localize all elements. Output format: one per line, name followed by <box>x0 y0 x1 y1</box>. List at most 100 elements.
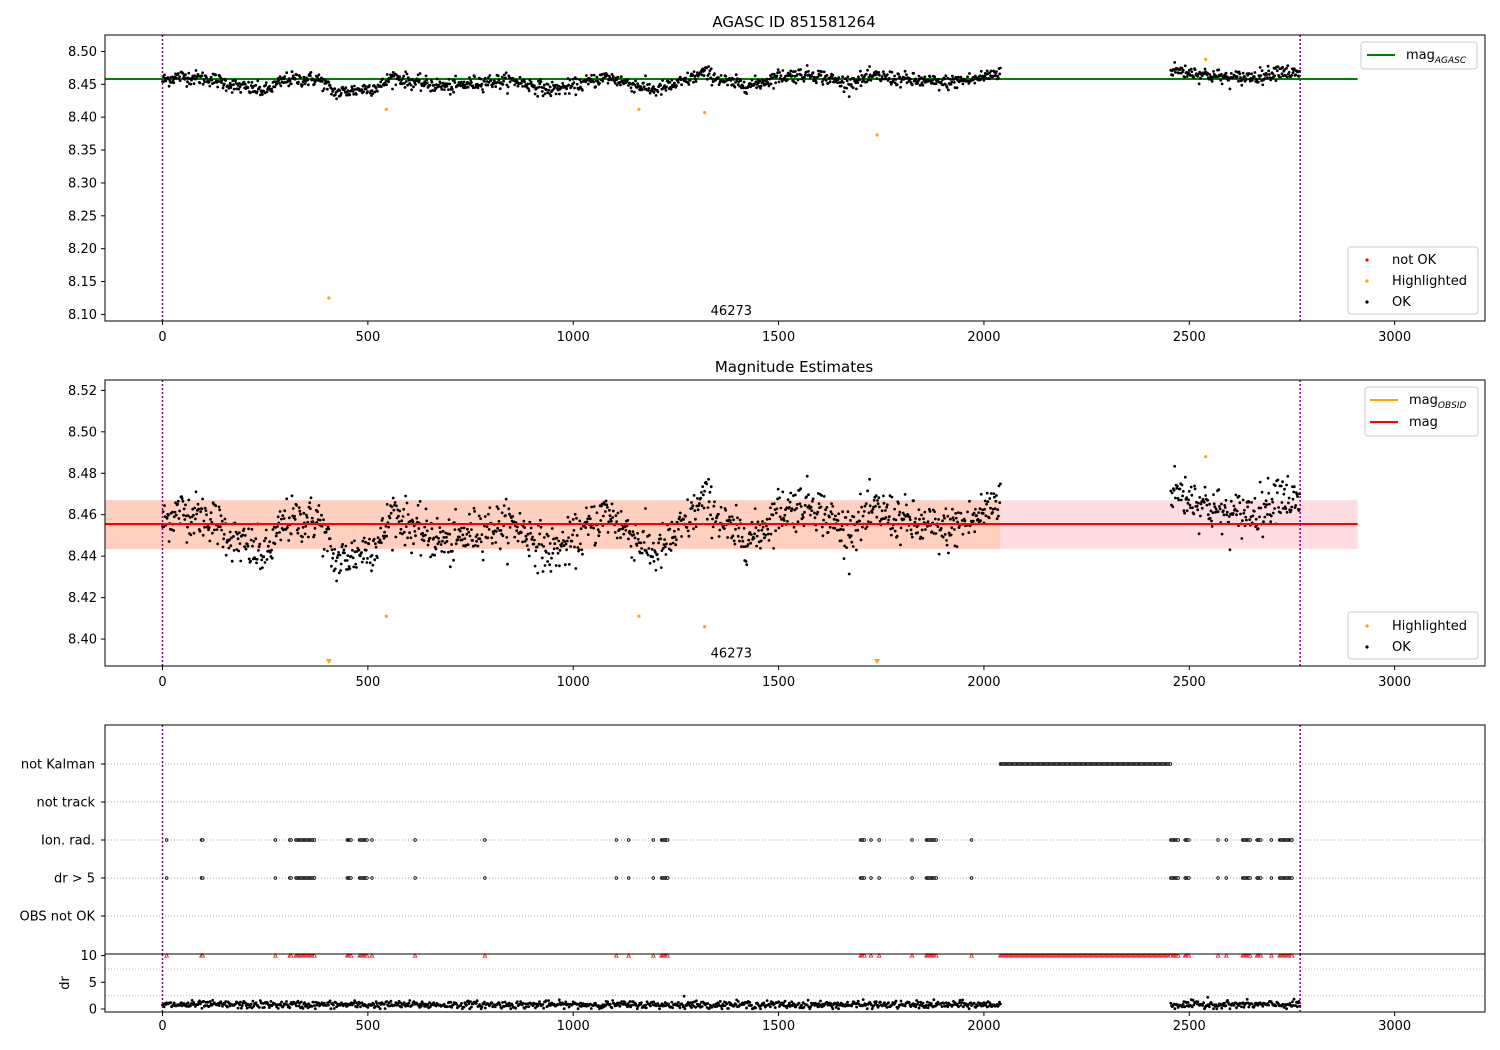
top-ok-point <box>654 94 658 97</box>
top-ok-point <box>403 86 407 89</box>
mid-ok-point <box>778 515 782 519</box>
mid-ok-point <box>533 564 537 568</box>
mid-ok-point <box>876 499 879 502</box>
top-ok-point <box>497 78 501 82</box>
top-ok-point <box>640 88 644 92</box>
dr-ok-point <box>883 1001 886 1005</box>
mid-legend-entry-0: Highlighted <box>1392 619 1467 634</box>
mid-ok-point <box>261 566 264 569</box>
dr-ok-point <box>503 1000 507 1004</box>
mid-ok-point <box>506 541 510 545</box>
top-ok-point <box>795 73 799 76</box>
mid-ok-point <box>1267 491 1271 495</box>
top-ok-point <box>278 82 281 85</box>
dr-ok-point <box>410 1003 414 1007</box>
dr-notok-marker <box>969 952 975 958</box>
mid-ok-point <box>586 517 590 521</box>
mid-ok-point <box>705 482 708 486</box>
top-ok-point <box>220 81 224 84</box>
mid-ok-point <box>519 531 523 534</box>
mid-ok-point <box>167 513 170 517</box>
mid-ok-point <box>228 530 232 534</box>
mid-ok-point <box>307 535 310 539</box>
mid-ok-point <box>515 529 519 533</box>
flags-point <box>273 876 278 880</box>
mid-ok-point <box>496 526 499 530</box>
mid-ok-point <box>861 525 864 529</box>
dr-ok-point <box>924 1006 927 1009</box>
top-ok-point <box>470 81 473 84</box>
mid-ok-point <box>221 545 225 549</box>
mid-ok-point <box>475 539 478 543</box>
top-ok-point <box>845 86 848 90</box>
top-ok-point <box>905 81 909 85</box>
mid-ok-point <box>1225 510 1229 514</box>
top-ok-point <box>755 86 758 90</box>
mid-ok-point <box>1203 485 1207 489</box>
mid-ok-point <box>573 545 576 549</box>
mid-ok-point <box>289 532 293 536</box>
dr-ok-point <box>206 1000 210 1004</box>
mid-ok-point <box>443 550 446 554</box>
dr-ok-point <box>442 1002 446 1006</box>
top-ok-point <box>343 90 347 94</box>
top-ok-point <box>355 93 358 96</box>
mid-ok-point <box>826 530 830 534</box>
mid-ok-point <box>815 528 818 532</box>
mid-ok-point <box>448 532 452 536</box>
dr-ok-point <box>239 1000 242 1004</box>
top-ok-point <box>874 73 877 77</box>
top-ok-point <box>1177 71 1181 75</box>
mid-ok-point <box>1224 498 1228 502</box>
top-ok-point <box>364 85 367 88</box>
mid-ok-point <box>949 517 952 521</box>
mid-ok-point <box>694 517 697 521</box>
top-ok-point <box>379 85 383 88</box>
top-legend-marker-0 <box>1365 258 1369 262</box>
mid-ok-point <box>788 500 792 504</box>
top-ok-point <box>799 73 803 77</box>
top-ok-point <box>273 85 277 89</box>
mid-ok-point <box>535 545 539 549</box>
mid-ok-point <box>1244 515 1248 519</box>
mid-ok-point <box>1282 492 1286 496</box>
top-ok-point <box>877 71 881 74</box>
top-ok-point <box>192 82 196 85</box>
mid-ok-point <box>447 518 451 521</box>
dr-ok-point <box>689 1001 693 1004</box>
mid-ok-point <box>374 542 377 546</box>
mid-ok-point <box>1180 483 1184 487</box>
mid-ok-point <box>864 502 868 505</box>
mid-ok-point <box>337 551 340 554</box>
top-ok-point <box>615 78 618 82</box>
dr-ok-point <box>658 1007 661 1011</box>
dr-ok-point <box>940 1005 944 1008</box>
top-ok-point <box>405 72 409 76</box>
mid-ok-point <box>658 533 662 537</box>
top-ok-point <box>529 80 533 84</box>
flags-point <box>1176 876 1180 880</box>
mid-ok-point <box>687 534 691 538</box>
top-ok-point <box>759 87 762 90</box>
mid-ok-point <box>1253 496 1257 500</box>
mid-ok-point <box>201 533 205 537</box>
mid-ok-point <box>414 534 417 538</box>
top-ok-point <box>1192 76 1196 79</box>
mid-ok-point <box>692 494 696 497</box>
mid-ok-point <box>460 538 464 542</box>
mid-ytick-label: 8.44 <box>68 550 97 565</box>
mid-ok-point <box>172 515 176 519</box>
top-ok-point <box>346 89 350 93</box>
dr-ok-point <box>961 998 964 1002</box>
mid-ok-point <box>631 530 635 533</box>
mid-ok-point <box>397 514 400 518</box>
top-plot-layer: 46273 <box>105 35 1358 321</box>
mid-ok-point <box>199 510 203 514</box>
top-ok-point <box>353 88 357 91</box>
top-ok-point <box>1173 61 1177 64</box>
mid-ok-point <box>841 510 844 514</box>
top-ok-point <box>201 82 205 86</box>
mid-ok-point <box>632 533 636 536</box>
dr-ok-point <box>806 998 810 1002</box>
mid-ok-point <box>549 570 553 573</box>
